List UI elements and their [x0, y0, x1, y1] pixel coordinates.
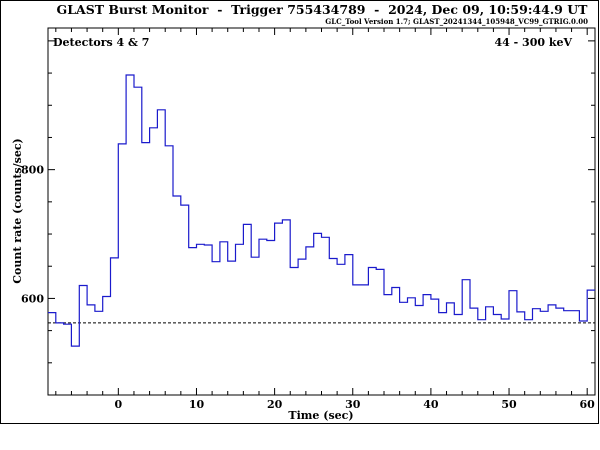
y-axis-label: Count rate (counts/sec) [11, 138, 24, 283]
x-tick-label: 30 [345, 398, 361, 411]
x-axis-ticks: 0 10 20 30 40 50 60 [55, 28, 596, 411]
x-tick-label: 50 [501, 398, 517, 411]
x-tick-label: 0 [115, 398, 123, 411]
x-tick-label: 60 [580, 398, 596, 411]
x-tick-label: 10 [189, 398, 205, 411]
x-axis-label: Time (sec) [288, 409, 353, 422]
energy-range-annotation: 44 - 300 keV [495, 36, 573, 49]
y-tick-label: 600 [21, 292, 44, 305]
y-tick-label: 800 [21, 164, 44, 177]
y-axis-ticks: 600 800 [21, 40, 595, 364]
count-rate-step-series [48, 74, 595, 347]
outer-frame [0, 0, 599, 424]
x-tick-label: 20 [267, 398, 283, 411]
chart-subtitle: GLC_Tool Version 1.7; GLAST_20241344_105… [325, 17, 588, 26]
plot-area-frame [47, 27, 596, 396]
x-tick-label: 40 [423, 398, 439, 411]
detectors-annotation: Detectors 4 & 7 [53, 36, 149, 49]
chart-title: GLAST Burst Monitor - Trigger 755434789 … [57, 2, 589, 17]
